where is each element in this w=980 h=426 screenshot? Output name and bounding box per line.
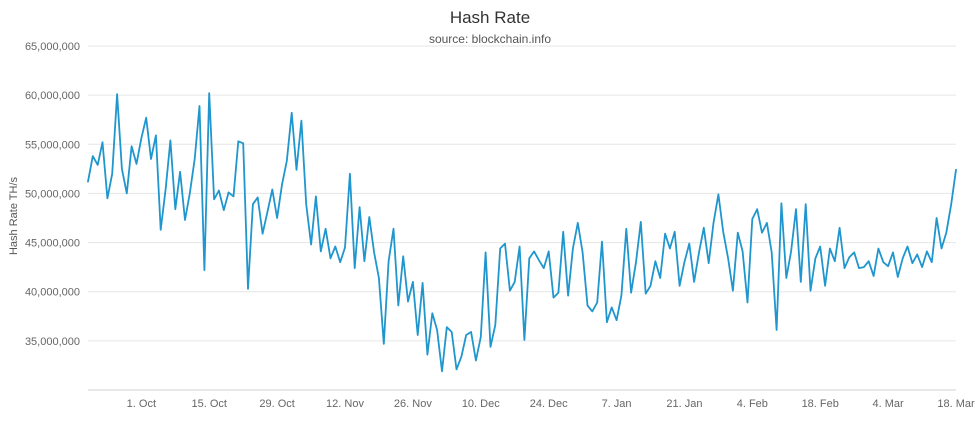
x-tick-label: 4. Mar <box>873 398 905 410</box>
x-tick-label: 12. Nov <box>326 398 364 410</box>
x-tick-label: 15. Oct <box>191 398 226 410</box>
y-tick-label: 55,000,000 <box>25 139 80 151</box>
y-tick-label: 35,000,000 <box>25 336 80 348</box>
x-tick-label: 24. Dec <box>530 398 568 410</box>
x-tick-label: 26. Nov <box>394 398 432 410</box>
x-tick-label: 1. Oct <box>127 398 156 410</box>
x-tick-label: 18. Mar <box>937 398 975 410</box>
hash-rate-line-series[interactable] <box>87 92 957 373</box>
y-tick-label: 45,000,000 <box>25 238 80 250</box>
y-axis-title: Hash Rate TH/s <box>8 176 20 256</box>
x-tick-label: 21. Jan <box>666 398 702 410</box>
chart-subtitle: source: blockchain.info <box>428 32 552 46</box>
x-tick-label: 18. Feb <box>802 398 839 410</box>
y-tick-label: 50,000,000 <box>25 188 80 200</box>
y-tick-label: 60,000,000 <box>25 90 80 102</box>
chart-title: Hash Rate <box>449 8 531 27</box>
y-tick-label: 40,000,000 <box>25 287 80 299</box>
x-tick-label: 29. Oct <box>259 398 294 410</box>
x-tick-label: 4. Feb <box>737 398 768 410</box>
x-tick-label: 7. Jan <box>602 398 632 410</box>
x-tick-label: 10. Dec <box>462 398 500 410</box>
y-tick-label: 65,000,000 <box>25 41 80 53</box>
